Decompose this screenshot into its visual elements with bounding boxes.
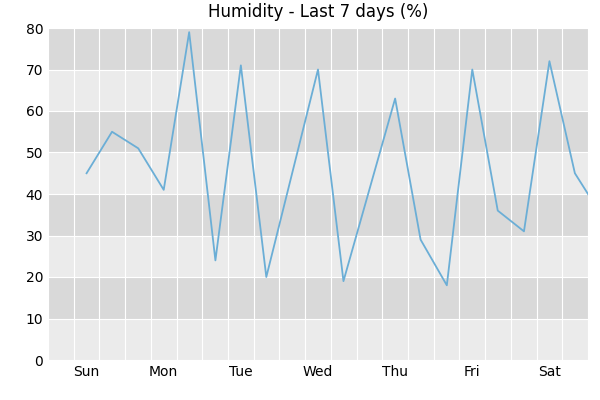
Bar bbox=[48, 111, 588, 152]
Bar bbox=[48, 277, 588, 318]
Bar bbox=[48, 28, 588, 70]
Bar bbox=[48, 70, 588, 111]
Title: Humidity - Last 7 days (%): Humidity - Last 7 days (%) bbox=[208, 3, 428, 21]
Bar bbox=[48, 236, 588, 277]
Bar bbox=[48, 194, 588, 236]
Bar bbox=[48, 152, 588, 194]
Bar bbox=[48, 318, 588, 360]
